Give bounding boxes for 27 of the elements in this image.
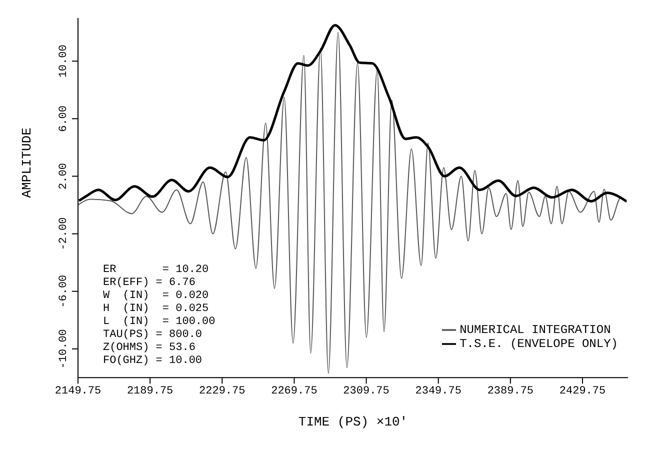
x-tick-label: 2229.75	[199, 385, 246, 398]
x-tick-label: 2269.75	[271, 385, 318, 398]
y-tick-label: -6.00	[58, 274, 70, 308]
y-tick-label: 10.00	[58, 44, 70, 78]
line-series	[78, 32, 628, 374]
annotation: ER = 10.20	[103, 264, 210, 277]
x-tick-label: 2309.75	[343, 385, 390, 398]
y-tick-label: -2.00	[58, 217, 70, 250]
annotation: ER(EFF) = 6.76	[103, 277, 196, 290]
annotation: H (IN) = 0.025	[103, 303, 210, 316]
x-tick-label: 2189.75	[126, 385, 174, 398]
annotation: FO(GHZ) = 10.00	[103, 355, 204, 368]
annotation: W (IN) = 0.020	[103, 290, 210, 303]
y-tick-label: 2.00	[58, 163, 70, 190]
x-tick-label: 2349.75	[415, 385, 462, 398]
x-tick-label: 2429.75	[559, 385, 606, 398]
annotation: Z(OHMS) = 53.6	[103, 342, 196, 355]
annotation: TAU(PS) = 800.0	[103, 329, 204, 342]
x-tick-label: 2149.75	[54, 385, 102, 398]
x-tick-label: 2389.75	[487, 385, 534, 398]
legend-label: NUMERICAL INTEGRATION	[460, 322, 611, 337]
x-axis-title: TIME (PS) ×10'	[298, 414, 408, 430]
y-axis-title: AMPLITUDE	[20, 127, 35, 198]
legend-label: T.S.E. (ENVELOPE ONLY)	[460, 337, 618, 351]
y-tick-label: -10.00	[58, 329, 70, 369]
annotation: L (IN) = 100.00	[103, 316, 216, 329]
y-tick-label: 6.00	[58, 106, 70, 132]
